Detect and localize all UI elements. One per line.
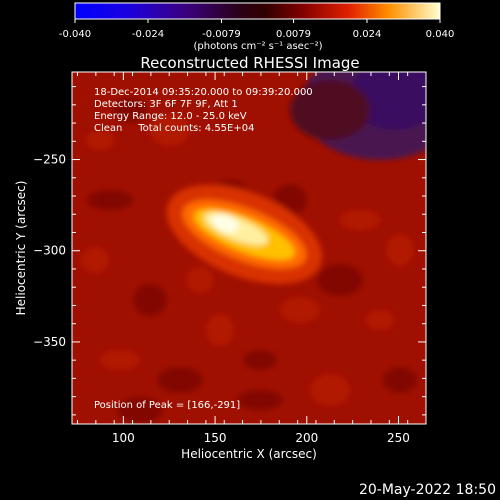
annotation-detectors: Detectors: 3F 6F 7F 9F, Att 1	[94, 99, 238, 110]
y-axis-label: Heliocentric Y (arcsec)	[14, 181, 28, 316]
y-tick-label: −250	[33, 153, 66, 167]
heatmap-mottle	[243, 350, 277, 370]
heatmap-mottle	[81, 247, 109, 273]
heatmap-emission	[81, 72, 426, 423]
heatmap-mottle	[317, 264, 363, 296]
heatmap-mottle	[366, 310, 394, 330]
plot-frame	[71, 71, 427, 425]
heatmap-dark-fringe	[290, 80, 370, 140]
x-axis-label: Heliocentric X (arcsec)	[181, 447, 317, 461]
heatmap-mottle	[237, 390, 283, 410]
x-tick-label: 200	[295, 431, 318, 445]
y-tick-label: −300	[33, 244, 66, 258]
heatmap-mottle	[117, 397, 163, 423]
colorbar-tick-label: -0.024	[132, 29, 164, 40]
colorbar-ticks: -0.040 -0.024 -0.0079 0.0079 0.024 0.040	[59, 19, 454, 40]
heatmap-mottle	[383, 367, 417, 393]
heatmap-mottle	[340, 210, 380, 230]
heatmap-mottle	[133, 284, 167, 316]
heatmap-mottle	[86, 130, 114, 150]
colorbar-tick-label: -0.0079	[202, 29, 241, 40]
heatmap-mottle	[157, 367, 203, 393]
colorbar-tick-label: 0.024	[353, 29, 382, 40]
y-tick-label: −350	[33, 335, 66, 349]
heatmap-mottle	[386, 234, 414, 266]
heatmap-mottle	[310, 374, 350, 406]
colorbar-units: (photons cm⁻² s⁻¹ asec⁻²)	[193, 41, 322, 52]
heatmap-mottle	[280, 297, 320, 323]
axes: 100 150 200 250 −250 −300 −350	[33, 72, 426, 445]
colorbar-tick-label: -0.040	[59, 29, 91, 40]
annotations: 18-Dec-2014 09:35:20.000 to 09:39:20.000…	[94, 87, 313, 411]
heatmap-mottle	[113, 97, 147, 123]
x-tick-label: 250	[387, 431, 410, 445]
heatmap-image	[72, 72, 426, 424]
heatmap-mottle	[206, 314, 234, 346]
annotation-clean-counts: Clean Total counts: 4.55E+04	[94, 123, 254, 134]
heatmap-mottle	[150, 114, 190, 146]
annotation-energy-range: Energy Range: 12.0 - 25.0 keV	[94, 111, 247, 122]
heatmap-mottle	[100, 350, 140, 370]
annotation-time-range: 18-Dec-2014 09:35:20.000 to 09:39:20.000	[94, 87, 313, 98]
colorbar: -0.040 -0.024 -0.0079 0.0079 0.024 0.040 (pho…	[59, 2, 454, 52]
colorbar-gradient	[74, 2, 441, 20]
x-tick-label: 150	[204, 431, 227, 445]
colorbar-tick-label: 0.0079	[276, 29, 311, 40]
heatmap-mottle	[186, 267, 214, 293]
colorbar-tick-label: 0.040	[426, 29, 455, 40]
plot-area: 100 150 200 250 −250 −300 −350	[33, 71, 427, 445]
x-tick-label: 100	[112, 431, 135, 445]
heatmap-mottle	[87, 190, 133, 210]
peak-position-label: Position of Peak = [166,-291]	[94, 400, 240, 411]
flare-peak	[211, 214, 239, 233]
chart-title: Reconstructed RHESSI Image	[140, 54, 359, 72]
footer-timestamp: 20-May-2022 18:50	[358, 482, 496, 498]
